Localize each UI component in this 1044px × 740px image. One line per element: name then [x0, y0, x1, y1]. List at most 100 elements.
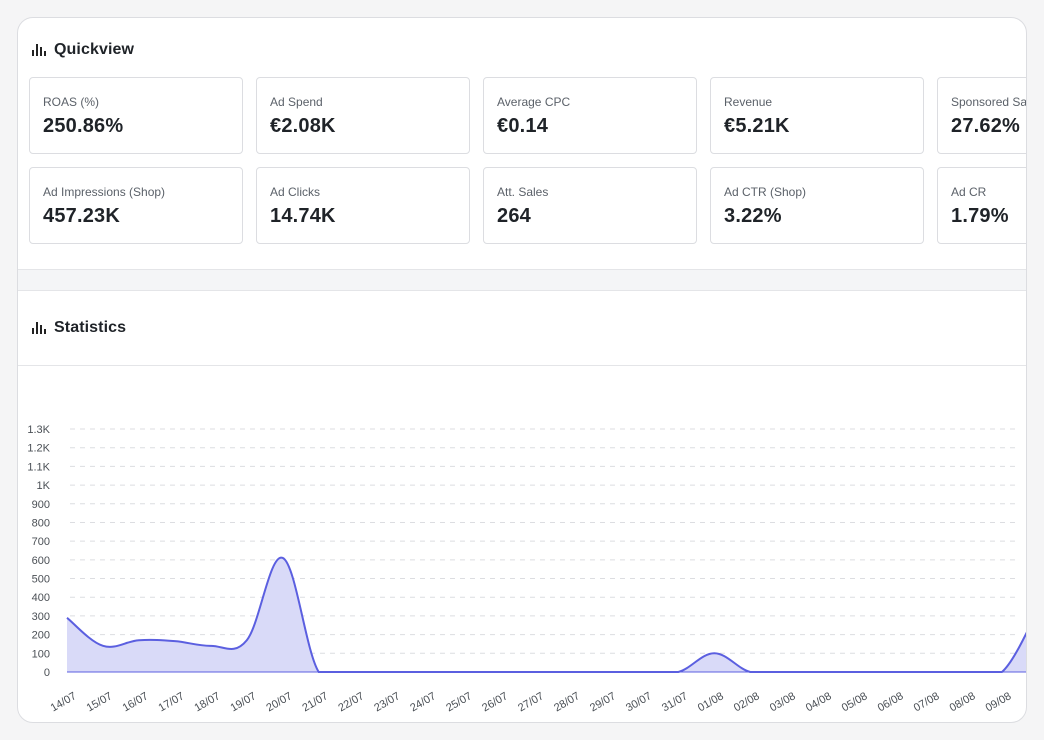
- data-point[interactable]: [855, 669, 861, 675]
- x-tick-label: 27/07: [516, 690, 546, 714]
- x-tick-label: 28/07: [552, 690, 582, 714]
- data-point[interactable]: [460, 669, 466, 675]
- x-tick-label: 08/08: [948, 690, 978, 714]
- data-point[interactable]: [244, 637, 250, 643]
- x-tick-label: 23/07: [372, 690, 402, 714]
- x-tick-label: 30/07: [624, 690, 654, 714]
- data-point[interactable]: [819, 669, 825, 675]
- y-tick-label: 500: [32, 574, 50, 586]
- data-point[interactable]: [64, 615, 70, 621]
- x-tick-label: 07/08: [912, 690, 942, 714]
- y-tick-label: 1K: [37, 480, 51, 492]
- data-point[interactable]: [496, 669, 502, 675]
- x-tick-label: 29/07: [588, 690, 618, 714]
- kpi-label: Ad CR: [951, 185, 987, 199]
- kpi-card[interactable]: ROAS (%) 250.86%: [29, 77, 243, 154]
- data-point[interactable]: [316, 669, 322, 675]
- data-point[interactable]: [711, 650, 717, 656]
- kpi-label: Ad Clicks: [270, 185, 321, 199]
- x-tick-label: 16/07: [121, 690, 151, 714]
- x-tick-label: 31/07: [660, 690, 690, 714]
- data-point[interactable]: [100, 643, 106, 649]
- data-point[interactable]: [567, 669, 573, 675]
- data-point[interactable]: [999, 669, 1005, 675]
- bar-chart-icon: [32, 322, 46, 334]
- kpi-card[interactable]: Average CPC €0.14: [483, 77, 697, 154]
- data-point[interactable]: [388, 669, 394, 675]
- y-tick-label: 1.3K: [27, 424, 50, 436]
- kpi-label: Ad Spend: [270, 95, 323, 109]
- data-point[interactable]: [531, 669, 537, 675]
- data-point[interactable]: [675, 669, 681, 675]
- statistics-chart[interactable]: 0 100 200 300 400 500 600 700 800 900 1K 1.1K 1.2K 1.…: [18, 398, 1027, 723]
- y-tick-label: 700: [32, 536, 50, 548]
- statistics-header: Statistics: [18, 318, 1026, 338]
- kpi-label: ROAS (%): [43, 95, 100, 109]
- y-tick-label: 600: [32, 555, 50, 567]
- x-tick-label: 19/07: [228, 690, 258, 714]
- data-point[interactable]: [136, 637, 142, 643]
- x-tick-label: 18/07: [192, 690, 222, 714]
- x-tick-label: 24/07: [408, 690, 438, 714]
- data-point[interactable]: [603, 669, 609, 675]
- kpi-card[interactable]: Ad Spend €2.08K: [256, 77, 470, 154]
- x-tick-label: 17/07: [157, 690, 187, 714]
- kpi-value: €2.08K: [270, 115, 336, 137]
- dashboard-panel: Quickview ROAS (%) 250.86% Ad Spend €2.08K A…: [17, 17, 1027, 723]
- kpi-value: 250.86%: [43, 115, 124, 137]
- data-point[interactable]: [208, 643, 214, 649]
- statistics-title: Statistics: [54, 319, 127, 336]
- kpi-card[interactable]: Ad Clicks 14.74K: [256, 167, 470, 244]
- kpi-value: 3.22%: [724, 205, 782, 227]
- data-point[interactable]: [172, 638, 178, 644]
- data-point[interactable]: [783, 669, 789, 675]
- bar-chart-icon: [32, 44, 46, 56]
- x-tick-label: 02/08: [732, 690, 762, 714]
- y-tick-label: 300: [32, 611, 50, 623]
- statistics-divider: [18, 365, 1026, 366]
- x-tick-label: 01/08: [696, 690, 726, 714]
- kpi-card[interactable]: Att. Sales 264: [483, 167, 697, 244]
- kpi-label: Ad Impressions (Shop): [43, 185, 166, 199]
- y-tick-label: 100: [32, 648, 50, 660]
- kpi-card[interactable]: Ad CTR (Shop) 3.22%: [710, 167, 924, 244]
- kpi-value: 457.23K: [43, 205, 121, 227]
- x-tick-label: 04/08: [804, 690, 834, 714]
- kpi-card[interactable]: Ad CR 1.79%: [937, 167, 1026, 244]
- data-point[interactable]: [639, 669, 645, 675]
- kpi-label: Att. Sales: [497, 185, 549, 199]
- kpi-value: 1.79%: [951, 205, 1009, 227]
- series-line: [66, 556, 1026, 673]
- kpi-value: 264: [497, 205, 531, 227]
- x-tick-label: 06/08: [876, 690, 906, 714]
- x-tick-label: 09/08: [984, 690, 1014, 714]
- kpi-value: €0.14: [497, 115, 549, 137]
- kpi-card[interactable]: Sponsored Sa 27.62%: [937, 77, 1026, 154]
- kpi-card[interactable]: Revenue €5.21K: [710, 77, 924, 154]
- data-point[interactable]: [927, 669, 933, 675]
- quickview-header: Quickview: [18, 40, 1026, 60]
- x-tick-label: 20/07: [264, 690, 294, 714]
- kpi-row-2: Ad Impressions (Shop) 457.23K Ad Clicks 14.…: [29, 167, 1026, 244]
- data-point[interactable]: [963, 669, 969, 675]
- data-point[interactable]: [280, 555, 286, 561]
- kpi-card[interactable]: Ad Impressions (Shop) 457.23K: [29, 167, 243, 244]
- y-tick-label: 200: [32, 630, 50, 642]
- data-point[interactable]: [747, 669, 753, 675]
- x-tick-label: 25/07: [444, 690, 474, 714]
- x-tick-label: 26/07: [480, 690, 510, 714]
- y-tick-label: 0: [44, 667, 50, 679]
- x-tick-label: 14/07: [49, 690, 79, 714]
- data-point[interactable]: [352, 669, 358, 675]
- data-point[interactable]: [424, 669, 430, 675]
- y-tick-label: 800: [32, 517, 50, 529]
- x-tick-label: 21/07: [300, 690, 330, 714]
- quickview-title: Quickview: [54, 41, 135, 58]
- kpi-label: Average CPC: [497, 95, 571, 109]
- kpi-label: Ad CTR (Shop): [724, 185, 807, 199]
- section-separator: [18, 269, 1026, 291]
- y-tick-label: 900: [32, 499, 50, 511]
- data-point[interactable]: [891, 669, 897, 675]
- area-chart-svg[interactable]: 0 100 200 300 400 500 600 700 800 900 1K 1.1K 1.2K 1.…: [18, 398, 1027, 723]
- x-tick-label: 22/07: [336, 690, 366, 714]
